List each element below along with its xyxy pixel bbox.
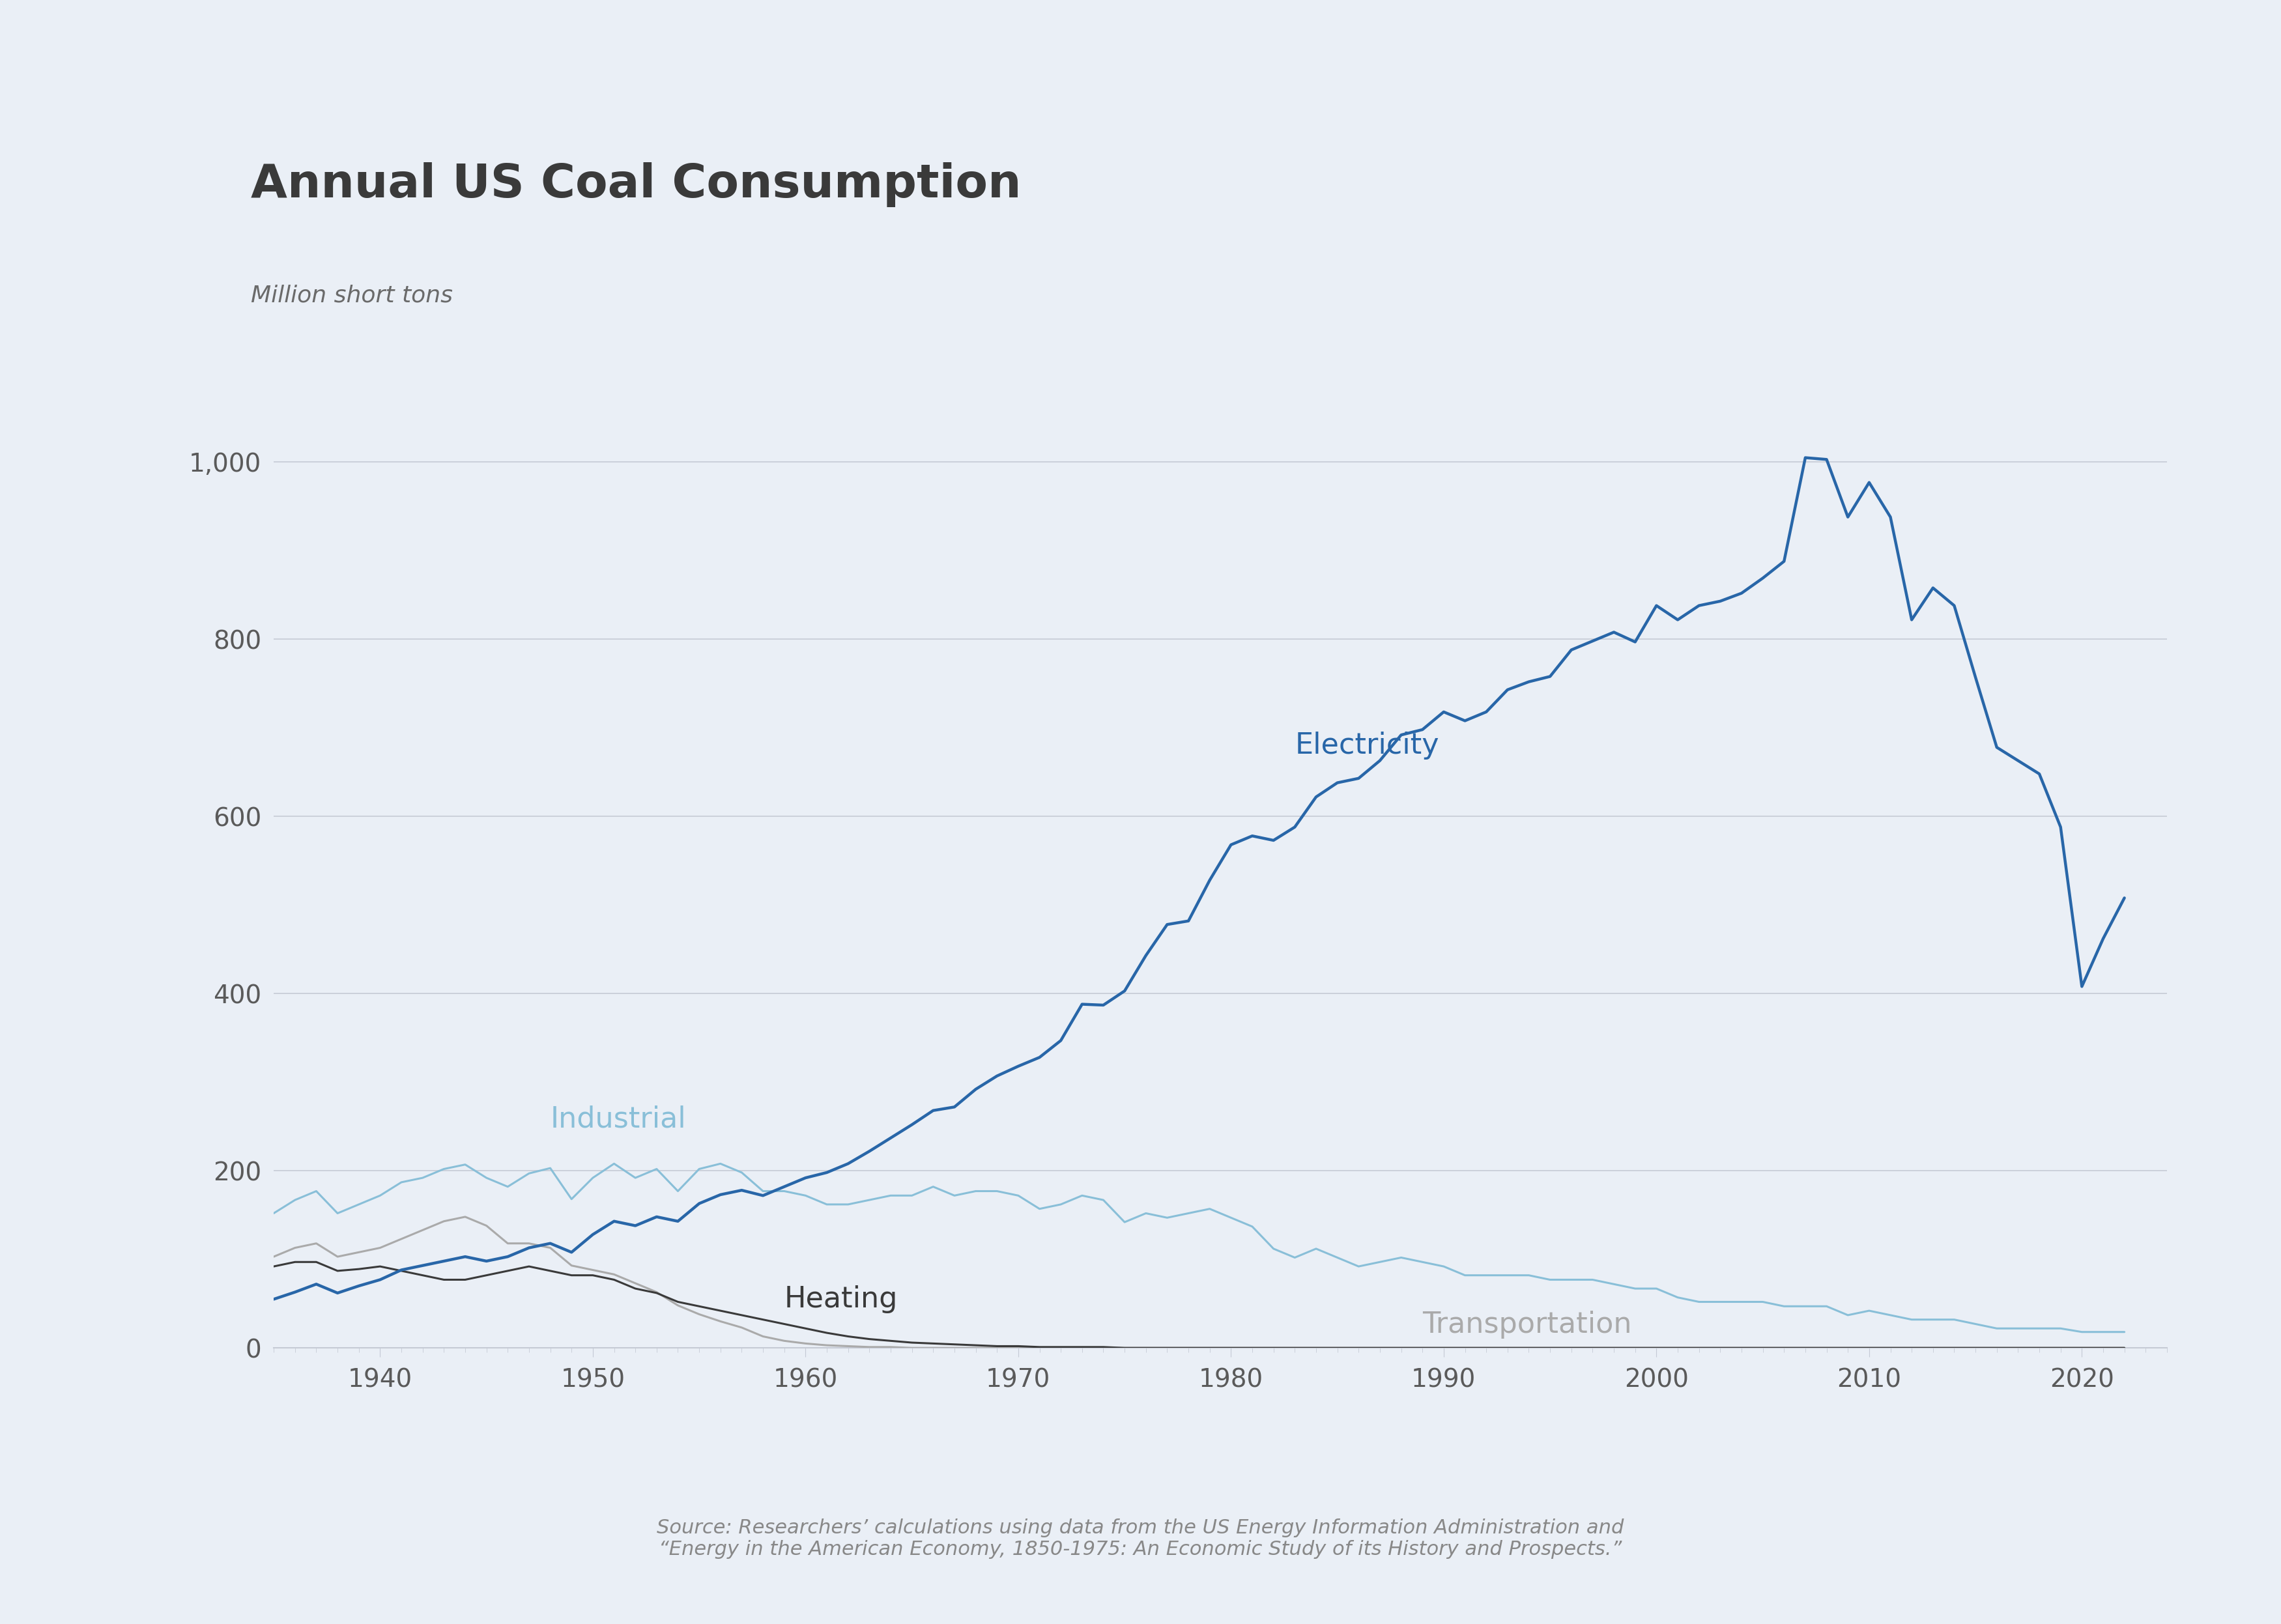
Text: Electricity: Electricity — [1296, 731, 1439, 760]
Text: Million short tons: Million short tons — [251, 284, 454, 307]
Text: Annual US Coal Consumption: Annual US Coal Consumption — [251, 162, 1022, 208]
Text: Transportation: Transportation — [1423, 1311, 1631, 1338]
Text: Heating: Heating — [785, 1285, 899, 1314]
Text: Source: Researchers’ calculations using data from the US Energy Information Admi: Source: Researchers’ calculations using … — [657, 1518, 1624, 1559]
Text: Industrial: Industrial — [550, 1106, 687, 1134]
